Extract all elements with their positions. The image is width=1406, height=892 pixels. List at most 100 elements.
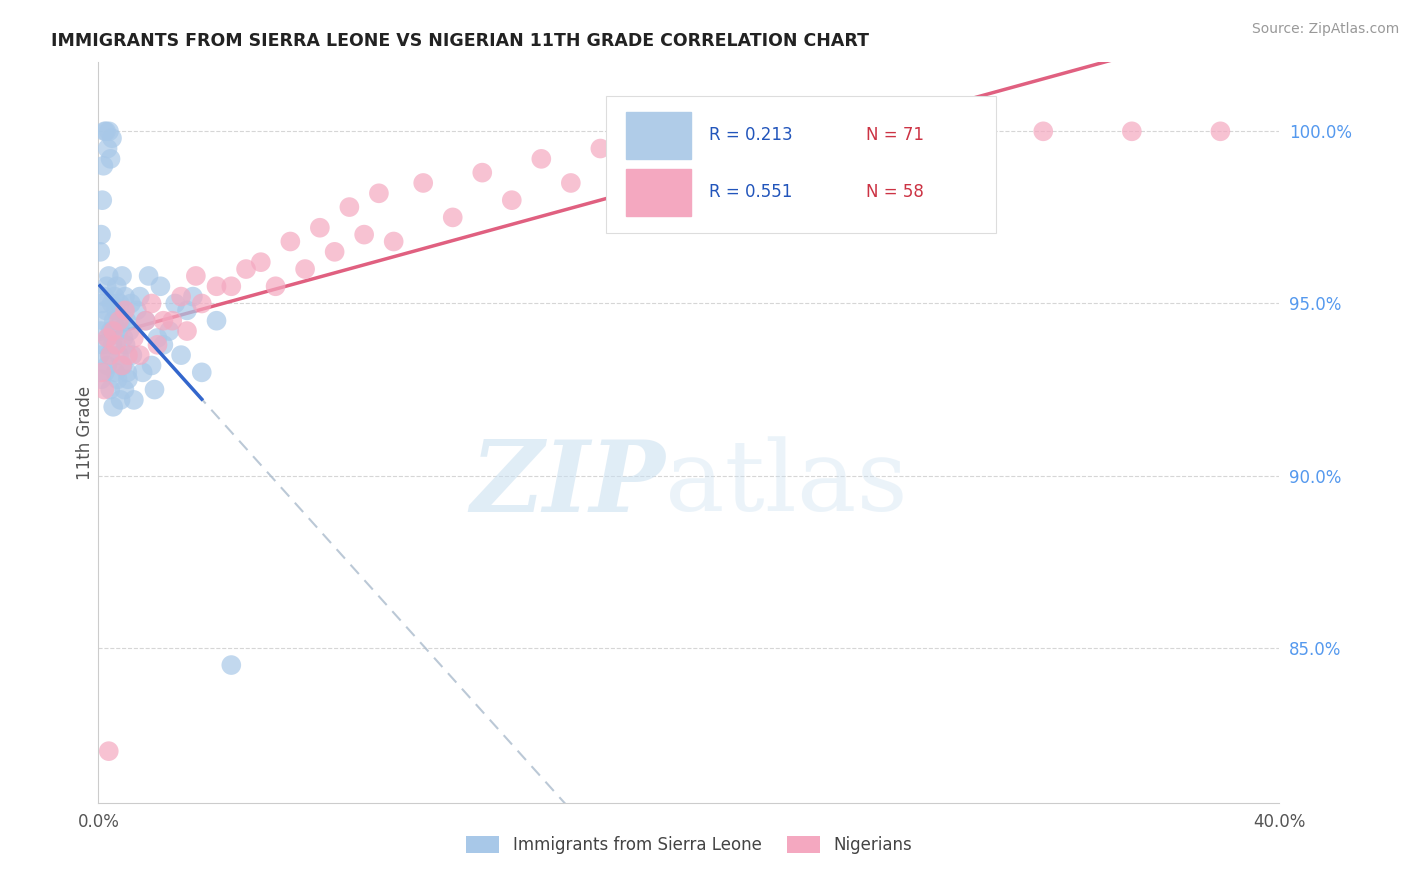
Point	[97, 268, 120, 283]
Point	[959, 124, 981, 138]
Point	[100, 296, 122, 310]
Point	[191, 296, 214, 310]
Point	[146, 331, 169, 345]
Point	[205, 314, 228, 328]
Point	[737, 124, 759, 138]
Point	[264, 279, 287, 293]
Point	[235, 262, 257, 277]
Point	[107, 372, 129, 386]
Point	[120, 296, 142, 310]
Point	[1121, 124, 1143, 138]
Point	[94, 303, 117, 318]
Point	[100, 324, 122, 338]
Point	[884, 124, 907, 138]
Text: IMMIGRANTS FROM SIERRA LEONE VS NIGERIAN 11TH GRADE CORRELATION CHART: IMMIGRANTS FROM SIERRA LEONE VS NIGERIAN…	[51, 32, 869, 50]
FancyBboxPatch shape	[606, 95, 995, 233]
Point	[97, 744, 120, 758]
Point	[181, 290, 204, 304]
Point	[110, 392, 132, 407]
Point	[796, 124, 818, 138]
Point	[108, 296, 131, 310]
Point	[100, 152, 122, 166]
Text: N = 58: N = 58	[866, 183, 924, 201]
Point	[90, 365, 112, 379]
Point	[176, 324, 198, 338]
Text: R = 0.213: R = 0.213	[709, 126, 793, 144]
Text: Source: ZipAtlas.com: Source: ZipAtlas.com	[1251, 22, 1399, 37]
Point	[280, 235, 302, 249]
Text: ZIP: ZIP	[471, 436, 665, 533]
Point	[170, 290, 193, 304]
Bar	[626, 169, 692, 216]
Point	[108, 348, 131, 362]
Point	[128, 348, 150, 362]
Point	[105, 303, 128, 318]
Point	[205, 279, 228, 293]
Point	[90, 372, 112, 386]
Point	[560, 176, 582, 190]
Point	[93, 159, 115, 173]
Point	[149, 279, 172, 293]
Point	[90, 227, 112, 242]
Point	[112, 331, 135, 345]
Y-axis label: 11th Grade: 11th Grade	[76, 385, 94, 480]
Point	[93, 383, 115, 397]
Point	[111, 359, 134, 373]
Point	[93, 290, 115, 304]
Point	[117, 372, 139, 386]
Point	[111, 359, 134, 373]
Point	[176, 303, 198, 318]
Legend: Immigrants from Sierra Leone, Nigerians: Immigrants from Sierra Leone, Nigerians	[460, 830, 918, 861]
Point	[104, 290, 127, 304]
Point	[157, 324, 180, 338]
Point	[93, 124, 115, 138]
Text: atlas: atlas	[665, 436, 908, 533]
Point	[191, 365, 214, 379]
Point	[441, 211, 464, 225]
Point	[94, 124, 117, 138]
Point	[96, 331, 118, 345]
Point	[152, 314, 174, 328]
Point	[309, 220, 332, 235]
Point	[122, 392, 145, 407]
Point	[323, 244, 346, 259]
Point	[105, 338, 128, 352]
Point	[114, 290, 136, 304]
Point	[101, 338, 124, 352]
Point	[1209, 124, 1232, 138]
Point	[135, 314, 157, 328]
Point	[115, 314, 138, 328]
Point	[114, 338, 136, 352]
Point	[170, 348, 193, 362]
Point	[530, 152, 553, 166]
Point	[91, 296, 114, 310]
Point	[117, 365, 139, 379]
Point	[766, 124, 789, 138]
Point	[353, 227, 375, 242]
Point	[143, 383, 166, 397]
Point	[382, 235, 405, 249]
Point	[98, 383, 121, 397]
Point	[471, 166, 494, 180]
Point	[141, 296, 163, 310]
Point	[339, 200, 361, 214]
Point	[110, 314, 132, 328]
Point	[103, 400, 125, 414]
Point	[368, 186, 391, 201]
Point	[141, 359, 163, 373]
Point	[91, 338, 114, 352]
Point	[184, 268, 207, 283]
Point	[112, 383, 135, 397]
Point	[111, 268, 134, 283]
Point	[121, 348, 143, 362]
Point	[128, 290, 150, 304]
Point	[914, 124, 936, 138]
Point	[250, 255, 273, 269]
Point	[221, 279, 243, 293]
Point	[825, 124, 848, 138]
Point	[162, 314, 183, 328]
Point	[707, 124, 730, 138]
Point	[619, 159, 641, 173]
Point	[96, 279, 118, 293]
Point	[1032, 124, 1054, 138]
